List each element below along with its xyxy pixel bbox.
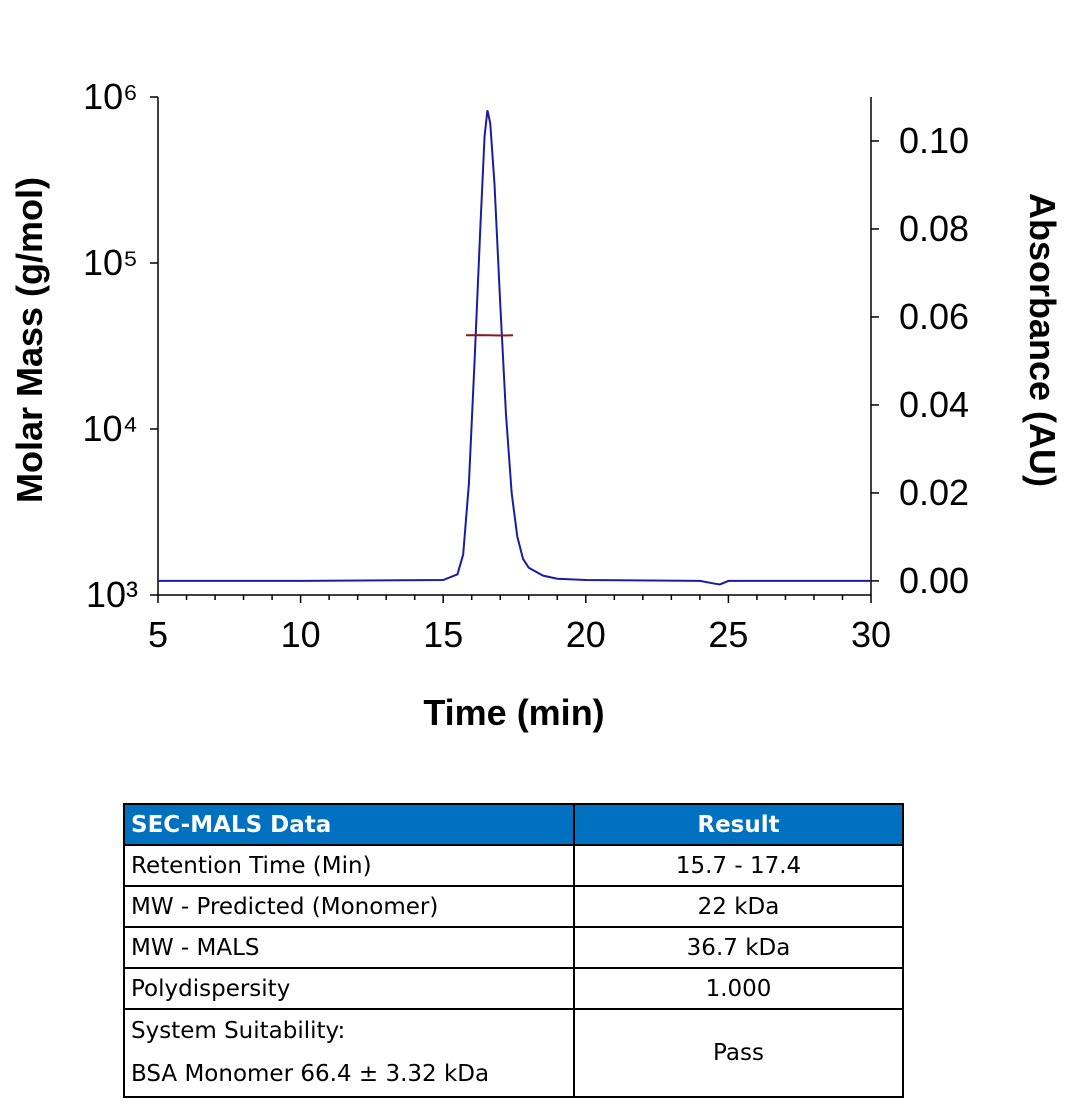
- cell: 36.7 kDa: [573, 926, 904, 969]
- y-tick-label: 10⁴: [82, 408, 138, 449]
- y2-tick-label: 0.06: [899, 296, 969, 337]
- y2-tick-label: 0.10: [899, 120, 969, 161]
- y2-tick-label: 0.08: [899, 208, 969, 249]
- y-tick-label: 10⁵: [83, 242, 138, 283]
- x-tick-label: 20: [566, 614, 606, 655]
- y2-tick-label: 0.00: [899, 560, 969, 601]
- header-cell: Result: [573, 803, 904, 846]
- cell: System Suitability: BSA Monomer 66.4 ± 3.…: [123, 1008, 575, 1098]
- y-axis-title: Molar Mass (g/mol): [9, 177, 50, 503]
- y-tick-label: 10⁶: [83, 76, 138, 117]
- results-table: SEC-MALS Data Result Retention Time (Min)…: [123, 803, 904, 1098]
- cell: 1.000: [573, 967, 904, 1010]
- x-tick-label: 25: [708, 614, 748, 655]
- x-axis-title: Time (min): [423, 692, 604, 733]
- cell: Polydispersity: [123, 967, 575, 1010]
- cell-line: BSA Monomer 66.4 ± 3.32 kDa: [131, 1061, 490, 1087]
- y-tick-label: 10³: [86, 574, 138, 615]
- x-tick-label: 30: [851, 614, 891, 655]
- chart: Time (min) Molar Mass (g/mol) Absorbance…: [9, 76, 1063, 733]
- y2-tick-label: 0.02: [899, 472, 969, 513]
- header-cell: SEC-MALS Data: [123, 803, 575, 846]
- x-tick-label: 5: [148, 614, 168, 655]
- x-tick-label: 15: [423, 614, 463, 655]
- cell: MW - MALS: [123, 926, 575, 969]
- cell: Pass: [573, 1008, 904, 1098]
- cell-line: System Suitability:: [131, 1018, 346, 1044]
- cell: MW - Predicted (Monomer): [123, 885, 575, 928]
- data-line: [158, 109, 871, 586]
- cell: 22 kDa: [573, 885, 904, 928]
- x-tick-label: 10: [281, 614, 321, 655]
- y2-tick-label: 0.04: [899, 384, 969, 425]
- cell: 15.7 - 17.4: [573, 844, 904, 887]
- cell: Retention Time (Min): [123, 844, 575, 887]
- y2-axis-title: Absorbance (AU): [1022, 193, 1063, 487]
